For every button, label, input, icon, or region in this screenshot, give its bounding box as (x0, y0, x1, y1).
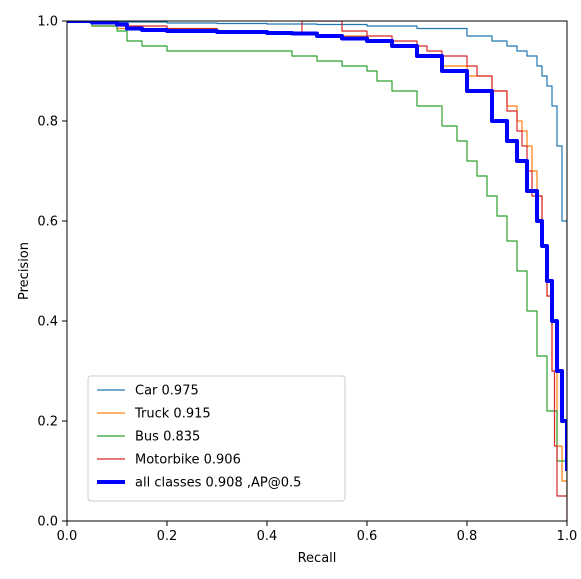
y-axis-title: Precision (17, 242, 32, 300)
legend-label: Bus 0.835 (135, 430, 200, 445)
x-axis-title: Recall (298, 551, 337, 566)
plot-frame (66, 20, 568, 522)
series-line-0 (67, 21, 567, 371)
series-group (67, 21, 567, 521)
legend-box (87, 375, 346, 502)
x-tick-label: 0.6 (357, 529, 378, 544)
series-line-4 (67, 21, 567, 471)
y-tick-label: 0.4 (37, 315, 58, 330)
x-tick-label: 0.8 (457, 529, 478, 544)
y-tick-label: 0.6 (37, 215, 58, 230)
y-tick-label: 0.8 (37, 115, 58, 130)
y-tick-label: 0.0 (37, 515, 58, 530)
legend: Car 0.975 Truck 0.915 Bus 0.835 Motorbike 0… (87, 375, 346, 502)
x-tick-label: 0.4 (257, 529, 278, 544)
plot-area (67, 21, 567, 521)
series-line-2 (67, 21, 567, 496)
x-tick-label: 1.0 (557, 529, 578, 544)
y-tick-label: 0.2 (37, 415, 58, 430)
x-tick-label: 0.2 (157, 529, 178, 544)
legend-label: Motorbike 0.906 (135, 453, 241, 468)
x-tick-label: 0.0 (57, 529, 78, 544)
legend-label: Car 0.975 (135, 384, 199, 399)
axes: 0.0 0.2 0.4 0.6 0.8 1.0 0.0 0.2 0.4 0.6 0.8 1.0 (37, 15, 577, 545)
legend-label: Truck 0.915 (134, 407, 211, 422)
y-tick-label: 1.0 (37, 15, 58, 30)
legend-label: all classes 0.908 ,AP@0.5 (135, 476, 301, 491)
